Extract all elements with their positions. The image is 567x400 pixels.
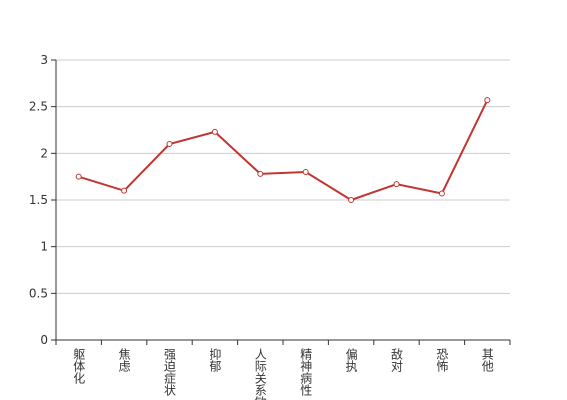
x-tick-label: 人际关系敏感 xyxy=(253,348,267,400)
x-tick-label: 强迫症状 xyxy=(163,348,177,396)
point xyxy=(438,190,445,197)
y-tick-label: 0 xyxy=(40,333,48,347)
y-tick-label: 1.5 xyxy=(29,193,48,207)
x-tick-label: 焦虑 xyxy=(117,348,131,372)
x-tick-label: 偏执 xyxy=(344,347,358,373)
y-tick-label: 2.5 xyxy=(29,100,48,114)
point xyxy=(484,97,491,104)
point xyxy=(75,173,82,180)
y-tick-label: 1 xyxy=(40,240,48,254)
line xyxy=(78,99,489,202)
y-tick-label: 0.5 xyxy=(29,286,48,300)
x-tick-label: 精神病性 xyxy=(299,348,313,397)
x-tick-label: 其他 xyxy=(480,348,494,372)
point xyxy=(257,170,264,177)
point xyxy=(302,169,309,175)
x-tick-label: 敌对 xyxy=(390,347,404,372)
point xyxy=(121,187,128,194)
point xyxy=(393,181,400,188)
x-tick-label: 抑郁 xyxy=(208,347,222,373)
point xyxy=(166,141,173,147)
point xyxy=(211,128,218,135)
y-tick-label: 2 xyxy=(40,146,48,160)
x-tick-label: 恐怖 xyxy=(435,348,449,372)
point xyxy=(348,197,355,203)
x-tick-label: 躯体化 xyxy=(72,347,86,385)
y-tick-label: 3 xyxy=(40,53,48,67)
